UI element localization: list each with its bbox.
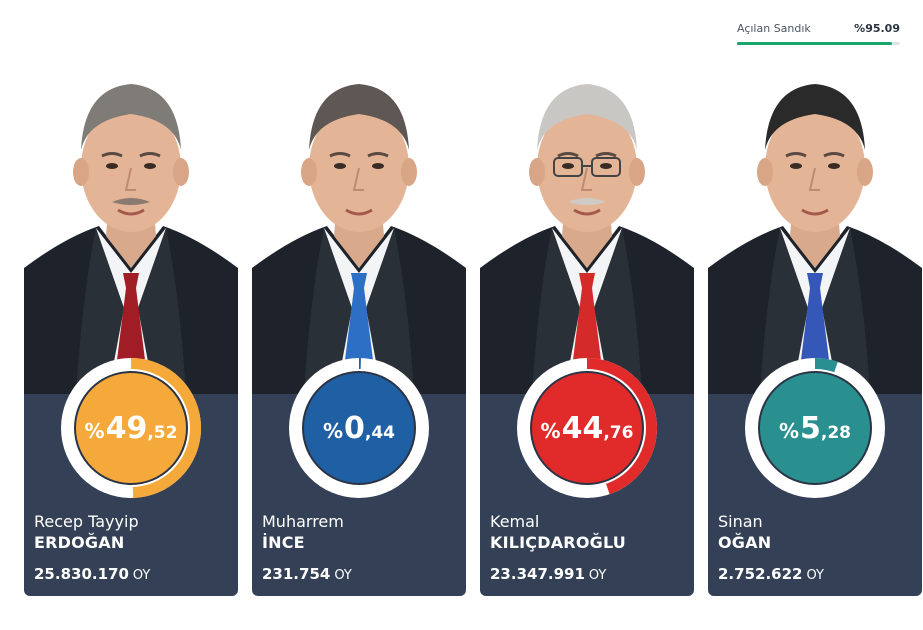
vote-unit: OY (334, 568, 352, 583)
vote-share-ring: % 49,52 (61, 358, 201, 498)
candidate-votes: 23.347.991 OY (490, 564, 606, 583)
vote-unit: OY (132, 568, 151, 583)
percent-decimal: ,52 (147, 423, 178, 443)
candidate-first-name: Recep Tayyip (34, 512, 139, 531)
vote-share-ring: % 0,44 (289, 358, 429, 498)
candidate-photo (252, 68, 466, 394)
vote-count: 231.754 (262, 565, 331, 583)
percent-symbol: % (322, 419, 344, 443)
candidate-photo (708, 68, 922, 394)
candidate-photo (480, 68, 694, 394)
progress-value: %95.09 (854, 21, 900, 35)
vote-unit: OY (588, 568, 607, 583)
percent-decimal: ,76 (603, 423, 634, 443)
candidate-votes: 2.752.622 OY (718, 564, 824, 583)
percent-symbol: % (540, 419, 561, 443)
vote-count: 25.830.170 (34, 565, 129, 583)
candidate-card[interactable]: % 0,44 Muharrem İNCE 231.754 OY (252, 68, 466, 596)
percent-integer: 0 (344, 410, 365, 446)
progress-track (737, 42, 900, 45)
progress-label: Açılan Sandık (737, 21, 811, 35)
progress-fill (737, 42, 892, 45)
vote-count: 2.752.622 (718, 565, 803, 583)
candidate-first-name: Sinan (718, 512, 763, 531)
percent-decimal: ,44 (364, 423, 396, 443)
candidate-votes: 231.754 OY (262, 564, 352, 583)
candidate-last-name: KILIÇDAROĞLU (490, 533, 626, 552)
percent-decimal: ,28 (820, 423, 852, 443)
candidate-name: Kemal KILIÇDAROĞLU (490, 512, 626, 554)
vote-unit: OY (806, 568, 824, 583)
candidate-photo (24, 68, 238, 394)
percent-integer: 5 (800, 410, 821, 446)
percent-integer: 49 (105, 410, 148, 446)
candidate-name: Muharrem İNCE (262, 512, 344, 554)
vote-share-ring: % 44,76 (517, 358, 657, 498)
candidate-name: Sinan OĞAN (718, 512, 771, 554)
vote-share-percent: % 44,76 (517, 358, 657, 498)
vote-share-percent: % 49,52 (61, 358, 201, 498)
percent-integer: 44 (561, 410, 604, 446)
candidate-last-name: İNCE (262, 533, 305, 552)
percent-symbol: % (778, 419, 800, 443)
candidate-last-name: ERDOĞAN (34, 533, 125, 552)
candidate-card[interactable]: % 49,52 Recep Tayyip ERDOĞAN 25.830.170 OY (24, 68, 238, 596)
vote-share-percent: % 5,28 (745, 358, 885, 498)
vote-share-percent: % 0,44 (289, 358, 429, 498)
candidate-name: Recep Tayyip ERDOĞAN (34, 512, 139, 554)
candidate-card[interactable]: % 5,28 Sinan OĞAN 2.752.622 OY (708, 68, 922, 596)
candidate-last-name: OĞAN (718, 533, 772, 552)
candidate-card[interactable]: % 44,76 Kemal KILIÇDAROĞLU 23.347.991 OY (480, 68, 694, 596)
candidate-first-name: Kemal (490, 512, 540, 531)
percent-symbol: % (84, 419, 105, 443)
vote-count: 23.347.991 (490, 565, 585, 583)
opened-ballot-progress: Açılan Sandık %95.09 (737, 20, 900, 45)
vote-share-ring: % 5,28 (745, 358, 885, 498)
candidate-votes: 25.830.170 OY (34, 564, 150, 583)
candidate-first-name: Muharrem (262, 512, 344, 531)
